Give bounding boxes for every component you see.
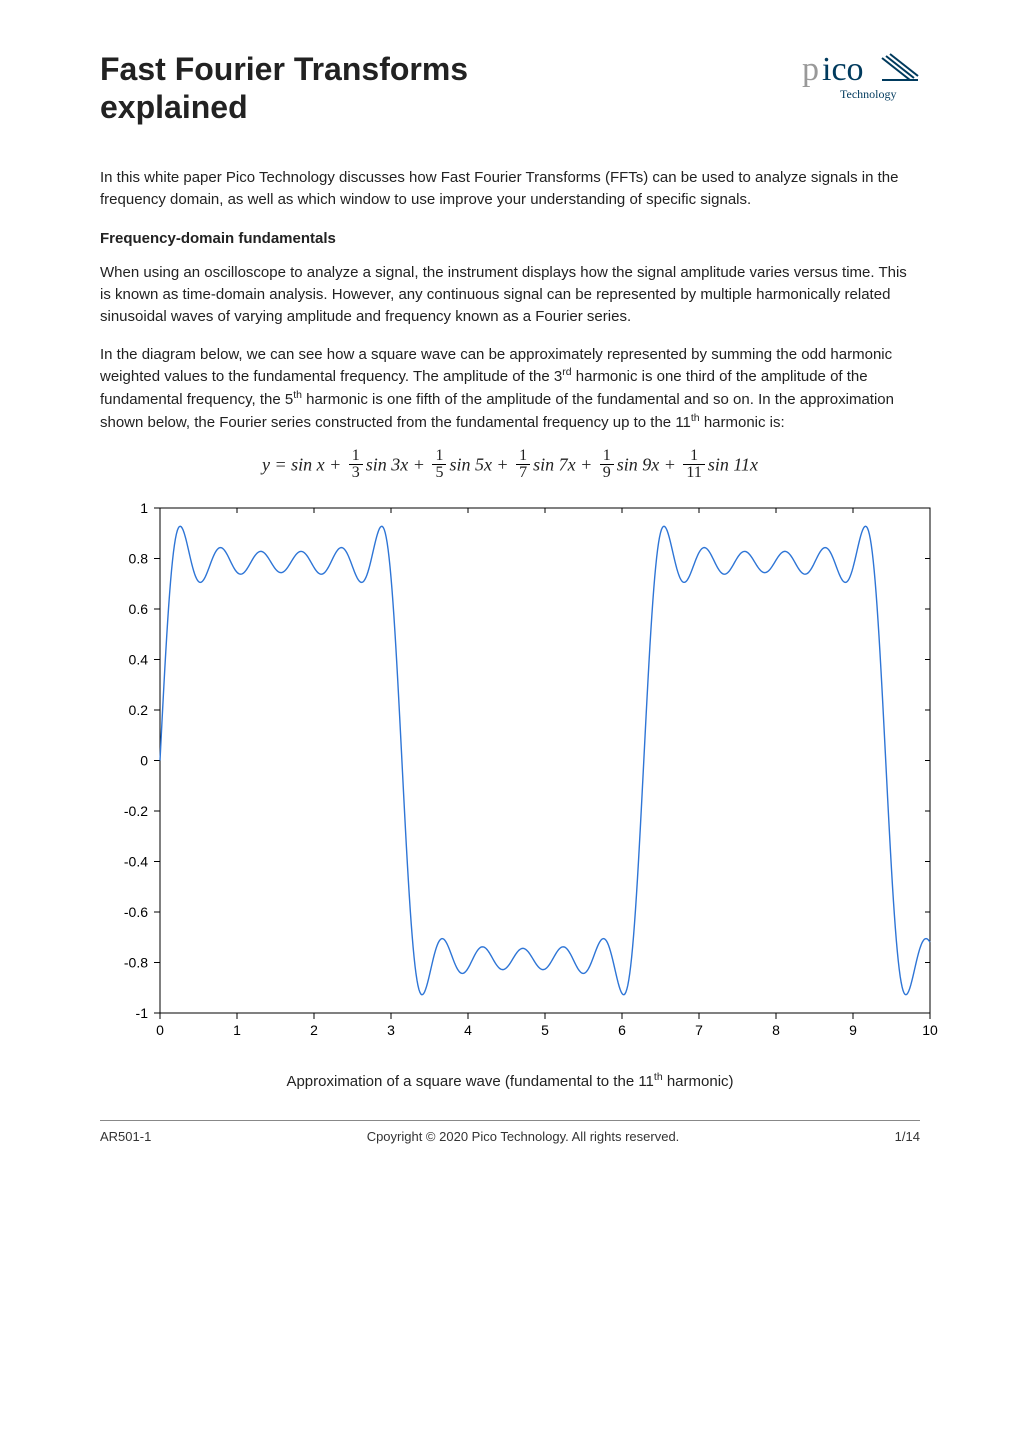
section-heading: Frequency-domain fundamentals [100, 230, 920, 247]
svg-text:-0.2: -0.2 [124, 803, 148, 819]
svg-text:-0.8: -0.8 [124, 954, 148, 970]
svg-text:3: 3 [387, 1022, 395, 1038]
paragraph-1: When using an oscilloscope to analyze a … [100, 262, 920, 327]
svg-text:1: 1 [233, 1022, 241, 1038]
caption-post: harmonic) [663, 1073, 734, 1090]
pico-logo: p ico Technology [800, 50, 920, 120]
footer: AR501-1 Cpoyright © 2020 Pico Technology… [100, 1120, 920, 1144]
pico-logo-svg: p ico Technology [800, 50, 920, 120]
fourier-formula: y = sin x + 13sin 3x + 15sin 5x + 17sin … [100, 450, 920, 483]
svg-text:0.2: 0.2 [129, 702, 149, 718]
logo-stripes-icon [882, 54, 918, 80]
svg-text:0.8: 0.8 [129, 550, 149, 566]
caption-pre: Approximation of a square wave (fundamen… [286, 1073, 653, 1090]
para2-end: harmonic is: [700, 414, 785, 431]
page-title: Fast Fourier Transforms explained [100, 50, 468, 127]
svg-text:0: 0 [156, 1022, 164, 1038]
header: Fast Fourier Transforms explained p ico … [100, 50, 920, 127]
svg-text:1: 1 [140, 500, 148, 516]
svg-text:4: 4 [464, 1022, 472, 1038]
square-wave-chart: 0 1 2 3 4 5 6 7 8 9 10 -1 -0.8 -0.6 -0.4 -0.2 0 0.2 0.4 0.6… [90, 493, 950, 1053]
formula-lhs: y = sin x + [262, 454, 346, 474]
svg-text:0.4: 0.4 [129, 651, 149, 667]
para2-ord2: th [293, 389, 302, 401]
logo-letters-ico: ico [822, 51, 864, 88]
svg-text:5: 5 [541, 1022, 549, 1038]
svg-text:-0.4: -0.4 [124, 853, 148, 869]
svg-text:-0.6: -0.6 [124, 904, 148, 920]
frac-2: 15 [432, 448, 446, 481]
svg-text:-1: -1 [136, 1005, 149, 1021]
svg-text:10: 10 [922, 1022, 938, 1038]
frac-3: 17 [516, 448, 530, 481]
svg-text:8: 8 [772, 1022, 780, 1038]
page: Fast Fourier Transforms explained p ico … [50, 0, 970, 1174]
frac-4: 19 [600, 448, 614, 481]
frac-1: 13 [349, 448, 363, 481]
logo-subtext: Technology [840, 87, 896, 101]
svg-text:6: 6 [618, 1022, 626, 1038]
svg-text:9: 9 [849, 1022, 857, 1038]
footer-center: Cpoyright © 2020 Pico Technology. All ri… [367, 1129, 680, 1144]
caption-ord: th [654, 1071, 663, 1083]
svg-text:2: 2 [310, 1022, 318, 1038]
svg-text:7: 7 [695, 1022, 703, 1038]
title-block: Fast Fourier Transforms explained [100, 50, 468, 127]
paragraph-2: In the diagram below, we can see how a s… [100, 344, 920, 434]
frac-5: 111 [683, 448, 704, 481]
svg-text:0: 0 [140, 752, 148, 768]
title-line-2: explained [100, 89, 248, 125]
svg-text:0.6: 0.6 [129, 601, 149, 617]
title-line-1: Fast Fourier Transforms [100, 51, 468, 87]
chart-caption: Approximation of a square wave (fundamen… [100, 1071, 920, 1090]
para2-ord1: rd [562, 366, 571, 378]
para2-ord3: th [691, 412, 700, 424]
logo-letter-p: p [802, 51, 819, 88]
intro-paragraph: In this white paper Pico Technology disc… [100, 167, 920, 211]
footer-left: AR501-1 [100, 1129, 151, 1144]
footer-right: 1/14 [895, 1129, 920, 1144]
chart-svg: 0 1 2 3 4 5 6 7 8 9 10 -1 -0.8 -0.6 -0.4 -0.2 0 0.2 0.4 0.6… [90, 493, 950, 1053]
